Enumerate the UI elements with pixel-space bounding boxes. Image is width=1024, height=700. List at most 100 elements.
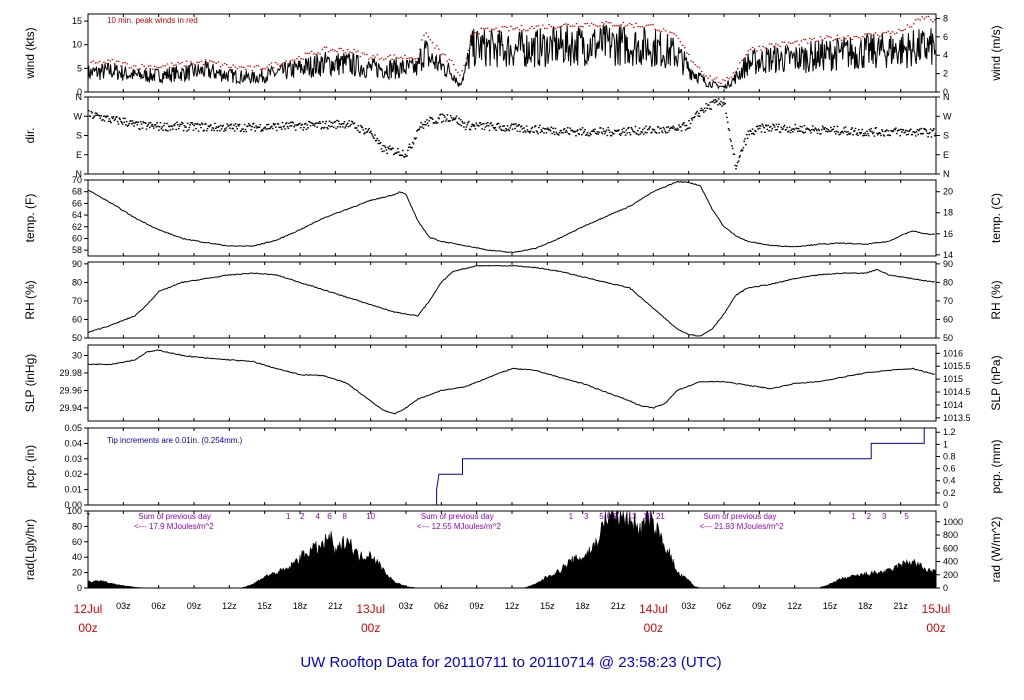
wind-peak-point [236, 68, 239, 70]
wind-direction-point [600, 127, 602, 129]
wind-peak-point [501, 26, 504, 28]
wind-direction-point [794, 123, 797, 126]
x-tick-label: 18z [293, 601, 308, 611]
wind-peak-point [117, 60, 120, 62]
wind-direction-point [173, 124, 176, 127]
wind-direction-point [409, 146, 412, 148]
rad-daily-sum-value: <--- 17.9 MJoules/m^2 [134, 522, 214, 531]
wind-direction-point [667, 126, 670, 128]
wind-direction-point [609, 131, 611, 133]
wind-peak-point [181, 61, 184, 63]
wind-direction-point [465, 126, 468, 128]
wind-direction-point [680, 126, 682, 128]
wind-peak-point [359, 55, 362, 58]
wind-direction-point [919, 133, 922, 135]
wind-peak-point [512, 28, 514, 30]
wind-direction-point [362, 129, 365, 131]
wind-direction-point [590, 133, 592, 136]
wind-direction-point [215, 127, 217, 130]
wind-peak-point [457, 71, 459, 73]
wind-peak-point [491, 28, 493, 30]
wind-direction-point [878, 132, 881, 134]
wind-peak-point [423, 34, 425, 36]
wind-direction-point [329, 125, 332, 128]
wind-peak-point [900, 30, 902, 32]
day-label: 14Jul [639, 602, 668, 616]
wind-direction-point [536, 131, 539, 133]
wind-peak-point [815, 40, 817, 42]
wind-direction-point [155, 126, 158, 128]
slp-left-tick-label: 29.98 [59, 368, 82, 378]
wind-direction-point [895, 127, 897, 129]
wind-direction-point [278, 126, 280, 129]
wind-peak-point [385, 58, 387, 60]
wind-direction-point [560, 129, 562, 132]
wind-peak-point [726, 77, 728, 79]
wind-direction-point [854, 127, 857, 130]
pcp-left-tick-label: 0.02 [64, 469, 82, 479]
wind-direction-point [319, 122, 322, 124]
wind-peak-point [836, 34, 839, 36]
wind-direction-point [250, 129, 252, 131]
wind-direction-point [341, 126, 344, 128]
wind-direction-point [133, 125, 135, 127]
wind-peak-point [709, 75, 711, 77]
wind-direction-point [104, 115, 107, 117]
wind-peak-point [478, 33, 480, 35]
wind-direction-point [743, 140, 745, 142]
wind-direction-point [273, 124, 276, 126]
wind-peak-point [141, 63, 143, 66]
wind-peak-point [603, 23, 605, 25]
wind-direction-point [177, 128, 180, 130]
wind-peak-point [891, 31, 894, 33]
wind-direction-point [750, 133, 753, 135]
wind-peak-point [550, 25, 552, 28]
wind-direction-point [769, 125, 772, 128]
wind-peak-point [204, 59, 207, 61]
wind-peak-point [520, 24, 523, 27]
wind-direction-point [797, 128, 800, 130]
wind-direction-point [797, 130, 799, 133]
wind-peak-point [656, 29, 658, 31]
wind-peak-point [452, 63, 455, 66]
wind-direction-point [664, 130, 666, 132]
dir-left-tick-label: S [76, 131, 82, 141]
wind-direction-point [182, 122, 184, 125]
wind-peak-point [304, 52, 307, 54]
wind-direction-point [933, 135, 936, 137]
wind-peak-point [792, 42, 794, 44]
wind-direction-point [677, 129, 680, 131]
wind-peak-point [781, 41, 784, 43]
wind-peak-point [149, 65, 152, 67]
wind-direction-point [459, 123, 461, 126]
wind-direction-point [567, 133, 570, 135]
wind-direction-point [736, 165, 738, 167]
wind-direction-point [798, 130, 801, 132]
wind-direction-point [412, 141, 414, 144]
wind-direction-point [519, 130, 521, 133]
wind-peak-point [230, 66, 232, 69]
wind-peak-point [785, 44, 788, 46]
wind-direction-point [636, 133, 638, 135]
wind-direction-point [803, 125, 806, 127]
wind-direction-point [635, 132, 637, 134]
x-tick-label: 18z [575, 601, 590, 611]
wind-peak-point [688, 53, 690, 55]
rad-daily-sum-value: <--- 21.93 MJoules/m^2 [699, 522, 784, 531]
wind-peak-point [238, 66, 241, 68]
wind-peak-point [859, 38, 862, 40]
wind-direction-point [335, 127, 337, 129]
wind-direction-point [666, 131, 669, 134]
wind-direction-point [788, 130, 790, 132]
wind-direction-point [736, 161, 739, 164]
wind-direction-point [710, 108, 713, 110]
wind-peak-point [705, 75, 707, 77]
wind-direction-point [671, 127, 674, 129]
wind-peak-point [366, 53, 368, 56]
wind-direction-point [451, 119, 454, 122]
wind-peak-point [635, 22, 637, 24]
wind-direction-point [759, 125, 762, 127]
wind-peak-point [658, 30, 661, 32]
wind-direction-point [318, 122, 320, 125]
wind-direction-point [506, 125, 509, 127]
